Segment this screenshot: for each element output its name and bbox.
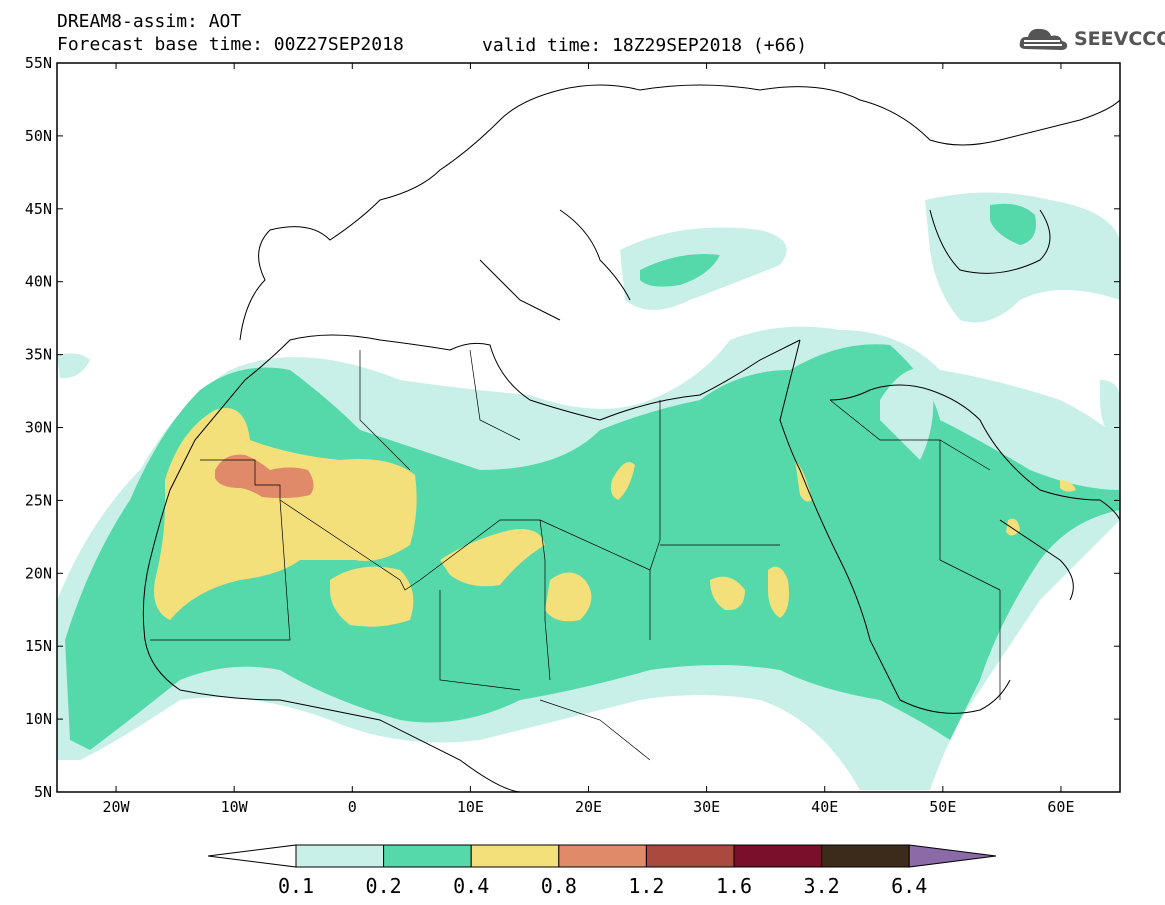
logo-text: SEEVCCC	[1074, 28, 1165, 50]
lon-label: 60E	[1047, 798, 1074, 816]
lat-label: 55N	[25, 54, 52, 72]
lat-label: 5N	[34, 783, 52, 801]
aot-band-0.8	[215, 454, 314, 499]
longitude-labels: 20W 10W 0 10E 20E 30E 40E 50E 60E	[103, 798, 1075, 816]
colorbar-labels: 0.1 0.2 0.4 0.8 1.2 1.6 3.2 6.4	[278, 874, 927, 898]
colorbar	[207, 844, 997, 868]
lat-label: 25N	[25, 491, 52, 509]
lon-label: 30E	[693, 798, 720, 816]
lat-label: 30N	[25, 419, 52, 437]
aot-field	[57, 192, 1120, 790]
colorbar-box	[558, 844, 647, 868]
latitude-labels: 55N 50N 45N 40N 35N 30N 25N 20N 15N 10N 5N	[25, 54, 52, 801]
colorbar-level-label: 0.1	[278, 874, 314, 898]
lat-label: 15N	[25, 637, 52, 655]
colorbar-level-label: 0.8	[541, 874, 577, 898]
lon-label: 0	[348, 798, 357, 816]
colorbar-box	[470, 844, 560, 868]
lon-label: 40E	[811, 798, 838, 816]
colorbar-level-label: 3.2	[804, 874, 840, 898]
colorbar-high-arrow	[908, 844, 997, 868]
axis-ticks	[57, 62, 1120, 793]
colorbar-box	[295, 844, 385, 868]
lat-label: 20N	[25, 564, 52, 582]
lat-label: 50N	[25, 127, 52, 145]
colorbar-low-arrow	[207, 844, 297, 868]
colorbar-level-label: 1.6	[716, 874, 752, 898]
map-title: DREAM8-assim: AOT	[57, 11, 242, 32]
lat-label: 40N	[25, 273, 52, 291]
colorbar-box	[821, 844, 910, 868]
colorbar-level-label: 1.2	[628, 874, 664, 898]
country-borders	[150, 349, 1001, 761]
colorbar-level-label: 6.4	[891, 874, 927, 898]
colorbar-box	[733, 844, 823, 868]
colorbar-level-label: 0.2	[366, 874, 402, 898]
aot-band-0.2	[65, 203, 1120, 750]
valid-time: valid time: 18Z29SEP2018 (+66)	[482, 35, 808, 56]
lat-label: 10N	[25, 710, 52, 728]
lon-label: 20W	[103, 798, 131, 816]
lon-label: 50E	[929, 798, 956, 816]
colorbar-box	[383, 844, 472, 868]
seevccc-logo: SEEVCCC	[1018, 24, 1165, 54]
coastlines	[142, 84, 1120, 792]
colorbar-level-label: 0.4	[453, 874, 489, 898]
colorbar-box	[645, 844, 735, 868]
cloud-icon	[1019, 28, 1068, 50]
lat-label: 35N	[25, 346, 52, 364]
lon-label: 10W	[221, 798, 249, 816]
lon-label: 10E	[457, 798, 484, 816]
lat-label: 45N	[25, 200, 52, 218]
forecast-base-time: Forecast base time: 00Z27SEP2018	[57, 34, 404, 55]
aot-band-0.4	[154, 408, 1076, 627]
lon-label: 20E	[575, 798, 602, 816]
